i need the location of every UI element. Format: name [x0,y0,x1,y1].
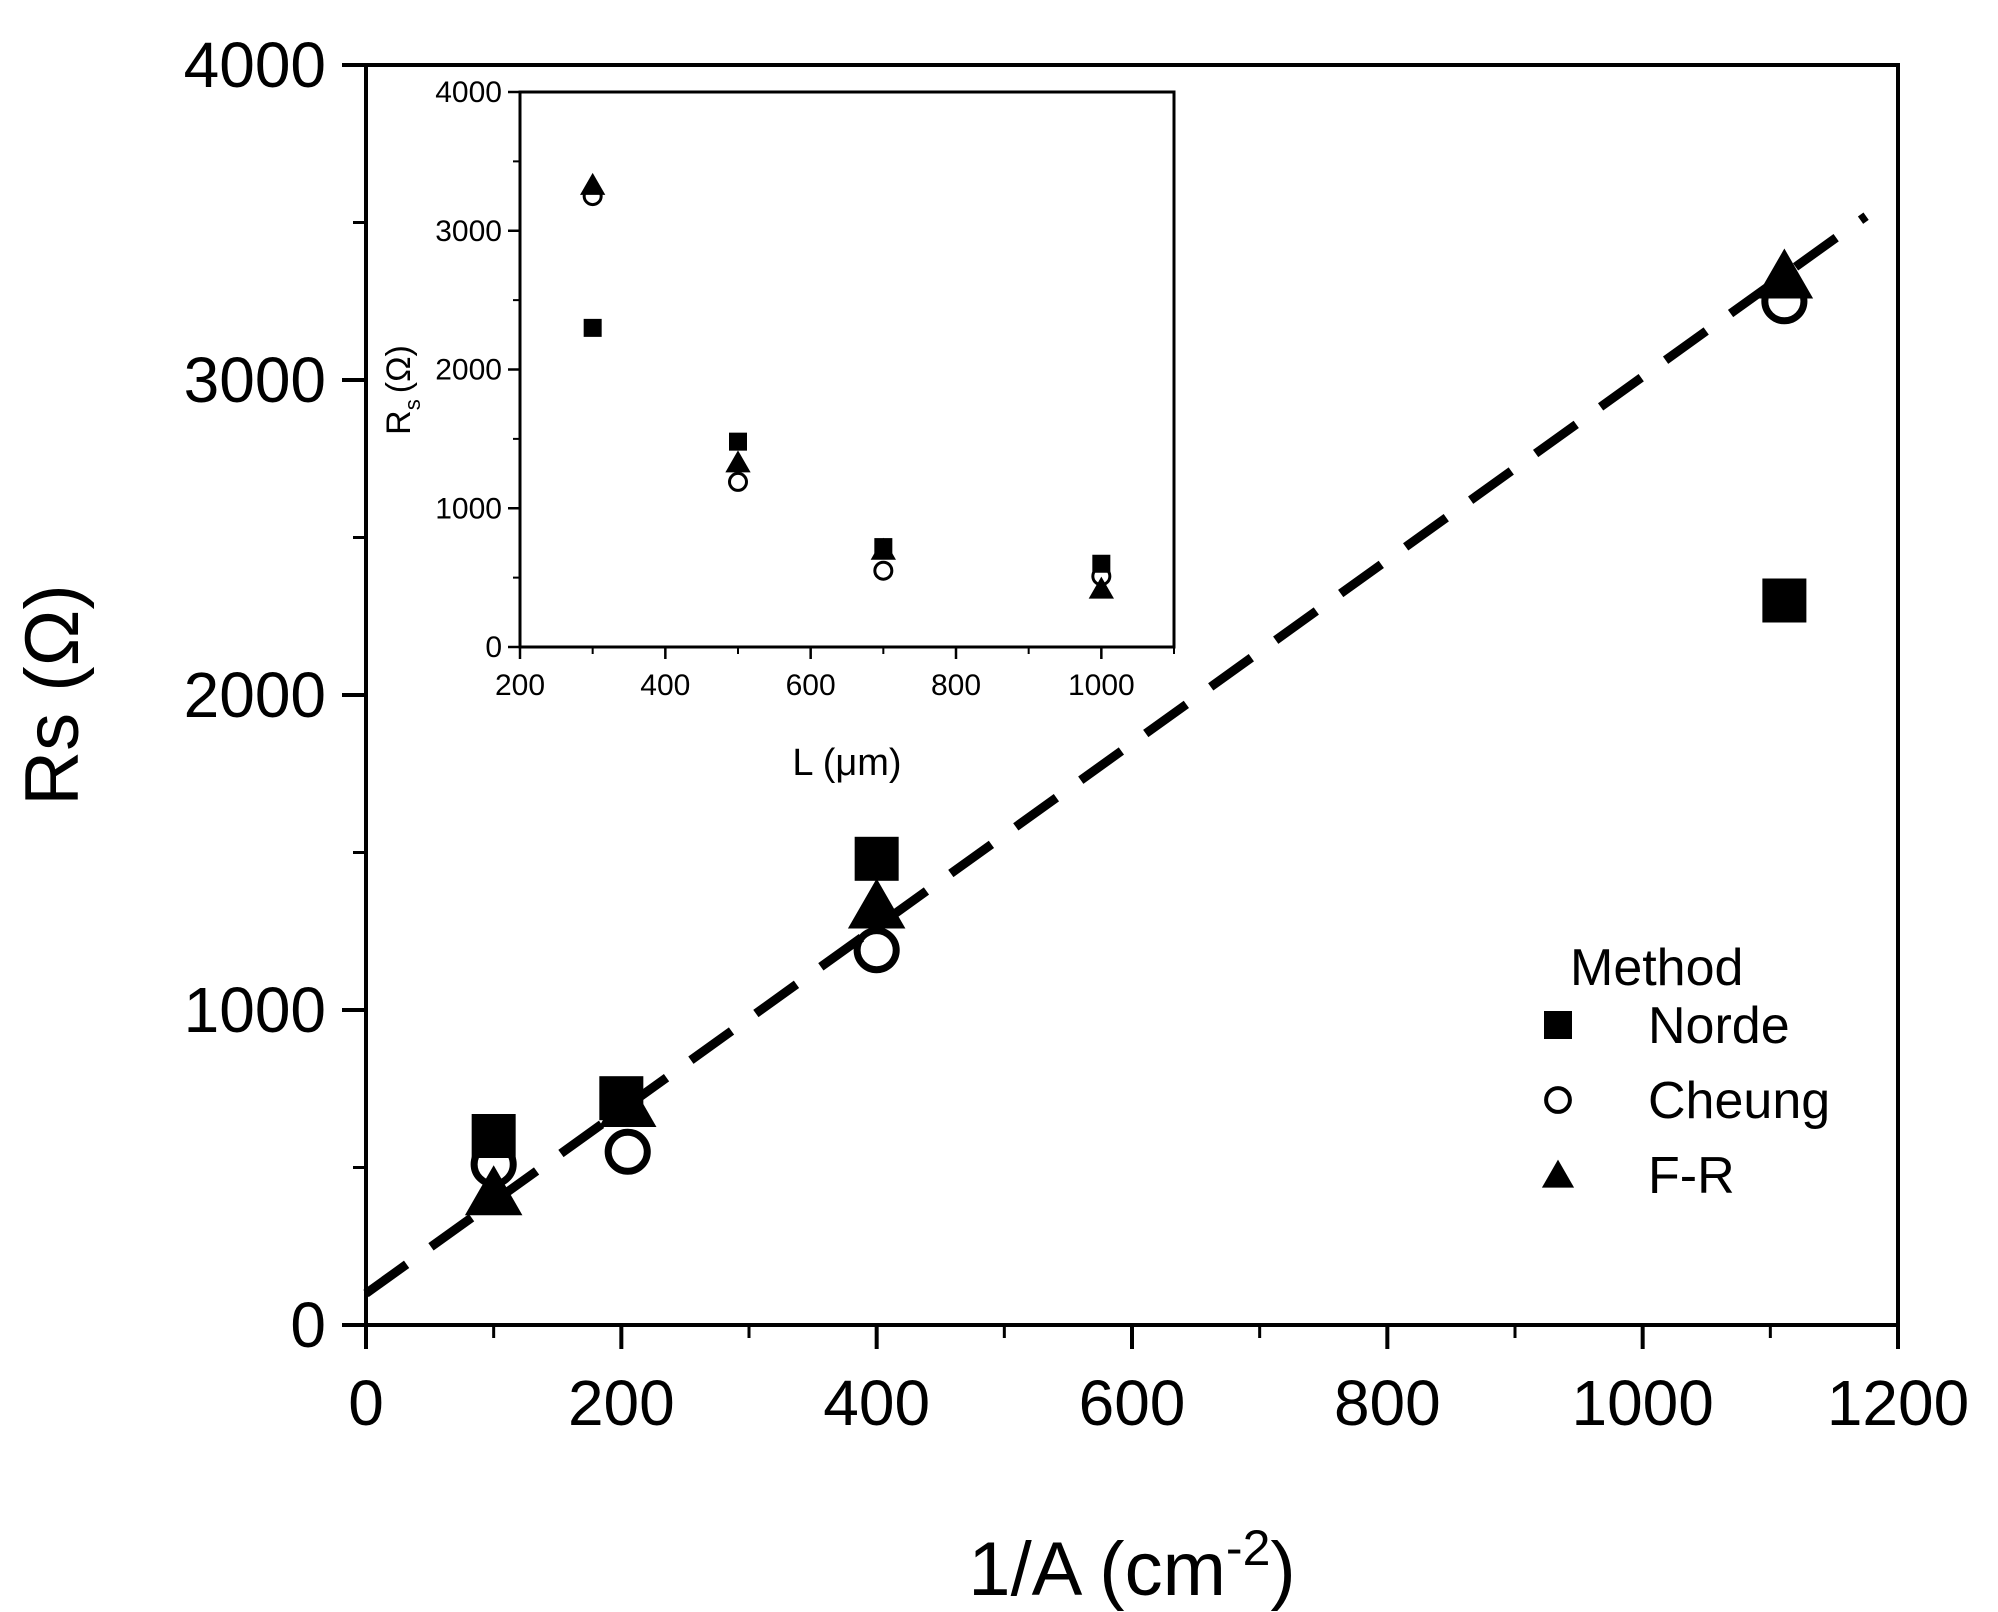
legend-label-f-r: F-R [1648,1147,1735,1205]
main-x-axis-label-close: ) [1270,1527,1295,1612]
inset-point-norde [583,318,602,337]
inset-ticks: 200 400 600 800 1000 0 1000 2000 3000 4000 [435,76,1175,702]
point-f-r [598,1077,657,1127]
inset-point-f-r [580,172,606,195]
point-cheung [604,1128,651,1175]
point-norde [1762,578,1807,623]
inset-y-tick-label: 2000 [435,354,502,387]
inset-y-axis-label: Rs (Ω) [380,345,425,435]
main-x-tick-label: 600 [1079,1367,1186,1439]
legend-label-cheung: Cheung [1648,1072,1830,1130]
inset-y-tick-label: 4000 [435,76,502,109]
inset-chart: 200 400 600 800 1000 0 1000 2000 3000 4000 L (μm)… [380,76,1176,784]
inset-point-f-r [1088,576,1114,599]
legend-label-norde: Norde [1648,997,1790,1055]
fit-line [363,212,1869,1298]
main-x-tick-label: 0 [348,1367,384,1439]
legend-title: Method [1570,939,1743,997]
main-marks [464,248,1814,1216]
legend-marker-f-r [1541,1159,1575,1188]
point-f-r [847,878,906,929]
main-x-tick-label: 200 [568,1367,675,1439]
main-y-axis-label: Rs (Ω) [10,584,95,805]
inset-y-axis-label-main: R [380,410,418,435]
main-x-axis-label-superscript: -2 [1226,1520,1270,1576]
main-fit-line-group [363,212,1869,1298]
legend-marker-cheung [1544,1086,1572,1114]
main-x-axis-label-text: 1/A (cm [968,1527,1226,1612]
inset-x-axis-label: L (μm) [792,742,901,784]
inset-point-f-r [725,450,751,473]
main-x-tick-label: 400 [823,1367,930,1439]
main-x-tick-label: 1200 [1827,1367,1969,1439]
inset-point-cheung [728,471,748,492]
main-x-axis-label: 1/A (cm-2) [968,1520,1295,1612]
inset-y-tick-label: 0 [485,631,502,664]
inset-x-tick-label: 400 [640,669,690,702]
main-y-tick-label: 0 [290,1289,326,1361]
point-f-r [464,1165,523,1216]
main-y-tick-label: 4000 [184,29,326,101]
legend-marker-norde [1544,1011,1572,1039]
point-f-r [1755,248,1814,299]
inset-y-tick-label: 1000 [435,492,502,525]
main-y-tick-label: 2000 [184,659,326,731]
inset-x-tick-label: 200 [495,669,545,702]
inset-y-tick-label: 3000 [435,215,502,248]
inset-x-tick-label: 1000 [1068,669,1135,702]
inset-point-norde [729,432,747,451]
inset-plot-frame [518,90,1176,649]
inset-point-cheung [873,560,894,581]
main-x-tick-label: 800 [1334,1367,1441,1439]
point-norde [854,836,899,881]
inset-x-tick-label: 600 [786,669,836,702]
inset-point-f-r [870,537,896,560]
inset-y-axis-label-unit: (Ω) [380,345,418,393]
main-y-tick-label: 3000 [184,344,326,416]
main-x-tick-label: 1000 [1571,1367,1713,1439]
inset-y-axis-label-sub: s [400,399,425,410]
legend: Method Norde Cheung F-R [1541,939,1830,1205]
point-cheung [853,927,900,974]
inset-x-tick-label: 800 [931,669,981,702]
inset-marks [580,172,1114,599]
main-y-tick-label: 1000 [184,974,326,1046]
